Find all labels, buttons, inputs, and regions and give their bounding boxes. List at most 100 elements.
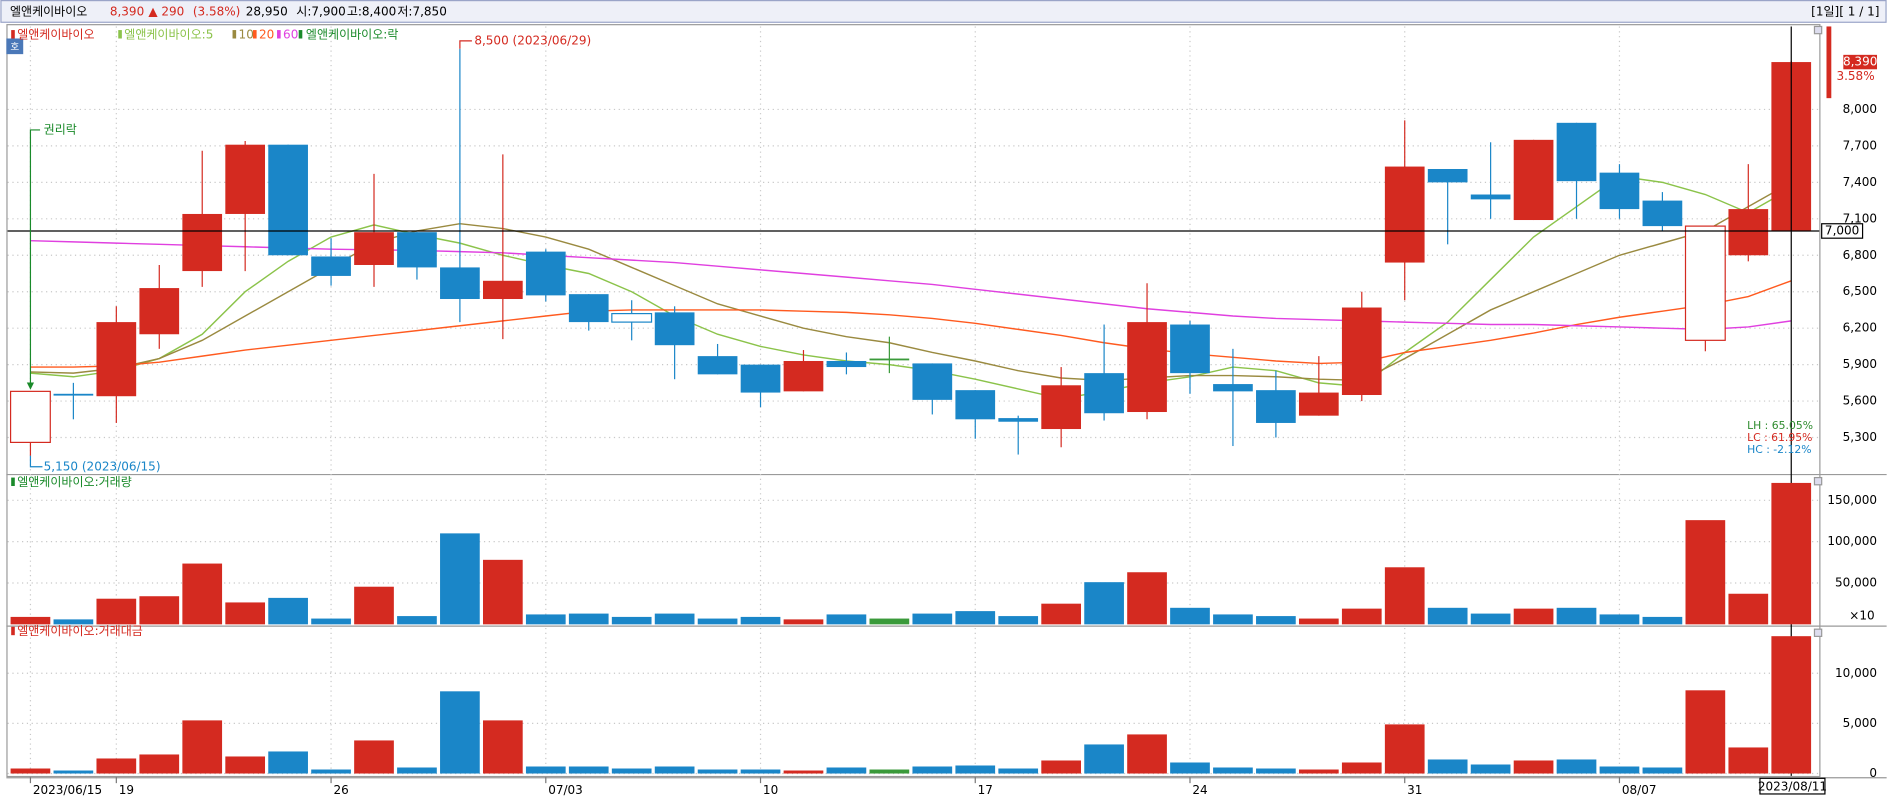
bar (10, 616, 51, 625)
bar (1642, 767, 1683, 774)
candle-body (1599, 172, 1640, 210)
y-tick-label: 7,100 (1843, 211, 1877, 225)
candle-body (783, 360, 824, 392)
panel-button[interactable] (1813, 476, 1823, 486)
bar (654, 613, 695, 625)
last-price-label: 8,390 (1843, 55, 1877, 69)
candle-body (611, 312, 653, 323)
rights-annotation: 권리락 (44, 122, 77, 136)
legend-label: 엘앤케이바이오:락 (306, 27, 398, 41)
legend-label: 20 (259, 27, 274, 41)
candle-body (268, 144, 308, 256)
bar (1256, 616, 1296, 625)
bar (1384, 724, 1425, 774)
candle-body (440, 267, 480, 300)
panel-title: 엘앤케이바이오:거래대금 (17, 624, 143, 638)
candle-body (354, 232, 394, 265)
stat-label: LC : 61.95% (1747, 431, 1812, 444)
bar (1556, 759, 1597, 774)
cursor-label-box (1759, 777, 1826, 795)
stock-name: 엘앤케이바이오 (10, 5, 87, 19)
candle-body (955, 390, 996, 420)
x-tick-label: 10 (763, 783, 778, 797)
legend-label: 10 (239, 27, 254, 41)
bar (268, 751, 308, 774)
candle-body (482, 280, 523, 300)
bar (568, 766, 609, 774)
y-tick-label: 7,700 (1843, 138, 1877, 152)
y-tick-label: 6,800 (1843, 248, 1877, 262)
bar (96, 758, 137, 774)
bar (697, 618, 738, 625)
candle-body (869, 358, 910, 361)
moving-average-line (30, 280, 1792, 368)
bar (1041, 760, 1082, 774)
y-tick-label: 0 (1869, 766, 1877, 780)
bar (1427, 759, 1468, 774)
legend-swatch (232, 30, 237, 39)
y-tick-label: 5,600 (1843, 394, 1877, 408)
legend-swatch (11, 626, 15, 636)
y-tick-label: 8,000 (1843, 102, 1877, 116)
panel-button[interactable] (1813, 628, 1823, 637)
bar (1642, 616, 1683, 625)
candle-body (1213, 384, 1253, 392)
bar (225, 602, 266, 625)
bar (440, 533, 480, 625)
bar (1470, 613, 1511, 625)
last-price-box (1843, 54, 1878, 70)
bar (268, 597, 308, 625)
bar (783, 770, 824, 774)
bar (1084, 582, 1124, 625)
candle-body (311, 256, 351, 276)
y-tick-label: 5,000 (1843, 716, 1877, 730)
bar (525, 614, 566, 625)
candle-body (1642, 200, 1683, 227)
bar (182, 563, 223, 625)
candle-body (1127, 322, 1167, 413)
candle-body (96, 322, 137, 397)
bar (869, 769, 910, 774)
last-change-label: 3.58% (1836, 69, 1874, 83)
candle-body (1041, 385, 1082, 430)
bar (1298, 769, 1339, 774)
candle-body (1427, 168, 1468, 183)
bar (1685, 520, 1726, 625)
plot-frame (6, 24, 1821, 778)
bar (1170, 762, 1210, 774)
cursor-label: 2023/08/11 (1758, 779, 1827, 793)
toggle-button-label[interactable]: 호 (10, 42, 19, 53)
y-tick-label: 6,500 (1843, 284, 1877, 298)
candle-body (1470, 194, 1511, 200)
y-tick-label: 5,300 (1843, 430, 1877, 444)
x-tick-label: 07/03 (548, 783, 583, 797)
panel-button[interactable] (1813, 25, 1823, 35)
toggle-button[interactable] (6, 38, 24, 55)
bar (1427, 607, 1468, 625)
header-bar (0, 0, 1887, 23)
candle-body (225, 144, 266, 214)
bar (568, 613, 609, 625)
bar (1470, 764, 1511, 774)
bar (525, 766, 566, 774)
candle-body (1556, 122, 1597, 182)
bar (139, 754, 180, 774)
low-annotation-arrow (29, 455, 43, 468)
legend-label: 엘앤케이바이오 (17, 27, 94, 41)
y-tick-label: 150,000 (1827, 493, 1877, 507)
candle-body (53, 393, 94, 396)
bar (1127, 572, 1167, 625)
bar (311, 769, 351, 774)
bar (311, 618, 351, 625)
open-price: 시:7,900 (296, 5, 346, 19)
high-annotation-arrow (459, 40, 472, 49)
bar (1298, 618, 1339, 625)
candle-body (826, 360, 867, 368)
period[interactable]: [1일][ 1 / 1] (1811, 5, 1879, 19)
candle-body (568, 294, 609, 323)
candle-body (525, 251, 566, 296)
bar (397, 767, 437, 774)
x-tick-label: 26 (333, 783, 348, 797)
